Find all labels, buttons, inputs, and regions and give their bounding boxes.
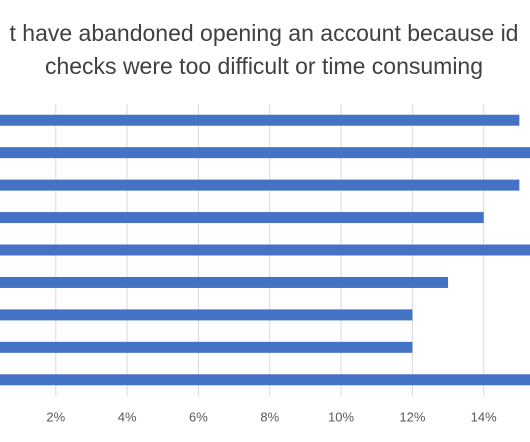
bar bbox=[0, 276, 449, 288]
chart-title: checks were too difficult or time consum… bbox=[45, 53, 483, 79]
bar bbox=[0, 374, 530, 386]
x-tick-label: 6% bbox=[189, 409, 208, 424]
x-tick-label: 10% bbox=[328, 409, 354, 424]
bar bbox=[0, 341, 413, 353]
bar bbox=[0, 179, 520, 191]
x-tick-label: 12% bbox=[399, 409, 425, 424]
bar bbox=[0, 244, 530, 256]
x-tick-label: 14% bbox=[471, 409, 497, 424]
bar bbox=[0, 147, 530, 159]
chart-title: t have abandoned opening an account beca… bbox=[10, 20, 519, 46]
bar bbox=[0, 212, 484, 224]
bar bbox=[0, 114, 520, 126]
bar bbox=[0, 309, 413, 321]
x-tick-label: 4% bbox=[118, 409, 137, 424]
x-tick-label: 8% bbox=[260, 409, 279, 424]
x-tick-label: 2% bbox=[46, 409, 65, 424]
